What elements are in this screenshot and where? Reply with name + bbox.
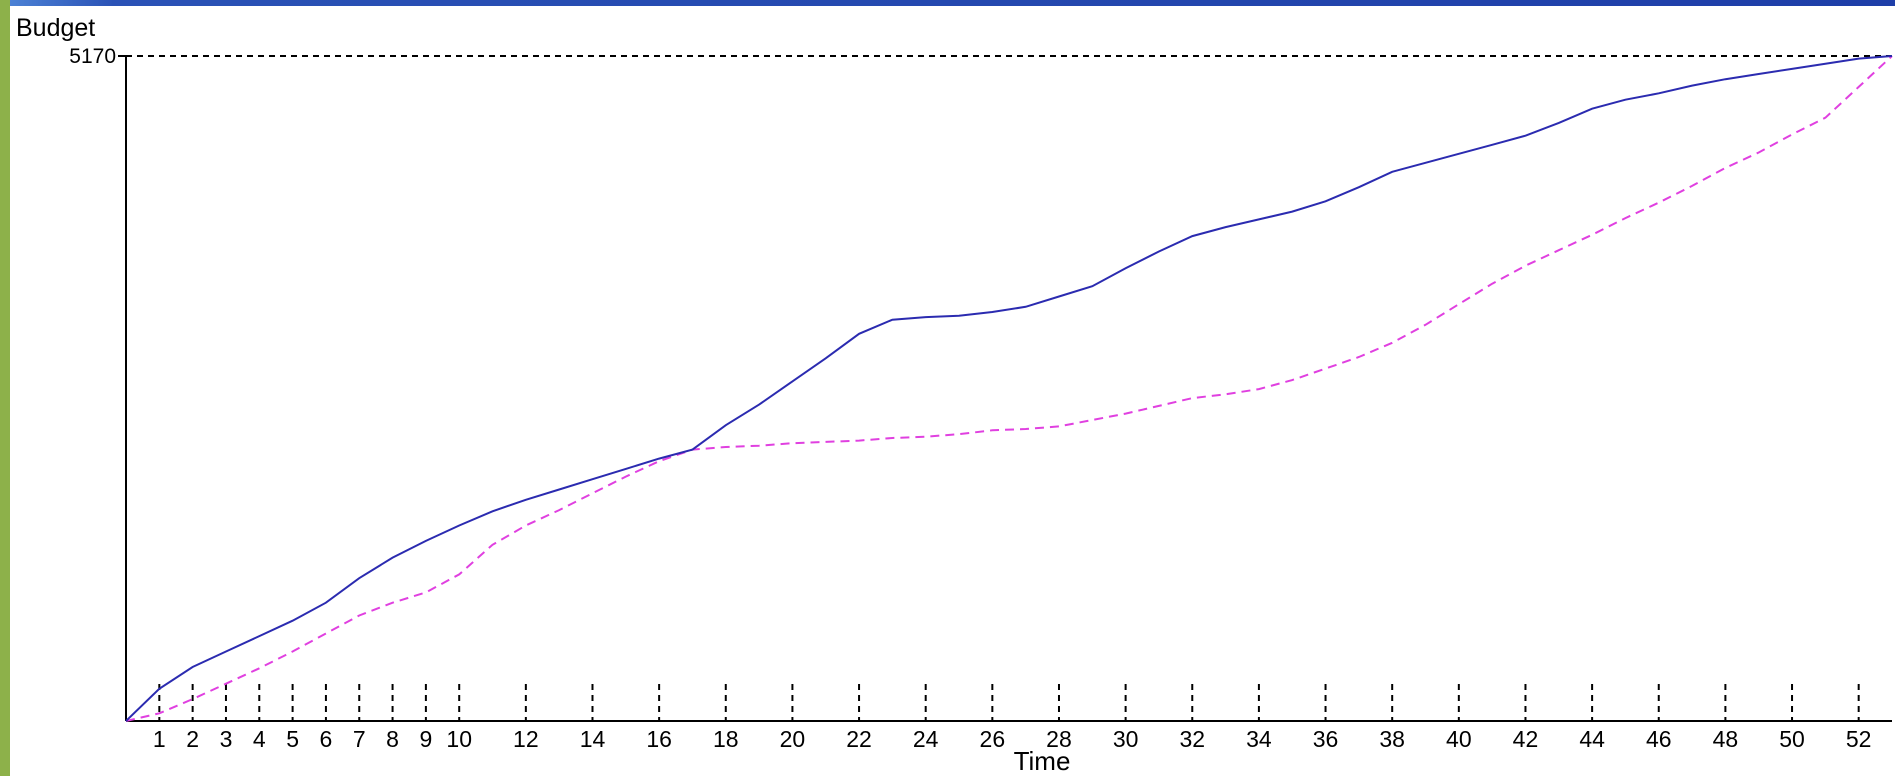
x-tick-label: 6 [320, 726, 333, 752]
x-tick-label: 30 [1113, 726, 1139, 752]
x-tick-label: 24 [913, 726, 939, 752]
x-axis-title: Time [1014, 746, 1071, 776]
y-axis-tick-labels: 5170 [69, 45, 116, 68]
x-tick-label: 3 [220, 726, 233, 752]
x-tick-label: 48 [1713, 726, 1739, 752]
x-tick-label: 40 [1446, 726, 1472, 752]
x-tick-label: 12 [513, 726, 539, 752]
left-accent-bar [0, 0, 10, 776]
x-tick-label: 1 [153, 726, 166, 752]
x-tick-label: 2 [186, 726, 199, 752]
x-tick-label: 16 [646, 726, 672, 752]
y-tick-label: 5170 [69, 45, 116, 68]
x-tick-label: 52 [1846, 726, 1872, 752]
x-tick-label: 44 [1579, 726, 1605, 752]
top-accent-bar [0, 0, 1895, 6]
x-tick-label: 32 [1179, 726, 1205, 752]
x-tick-label: 7 [353, 726, 366, 752]
x-tick-label: 36 [1313, 726, 1339, 752]
x-tick-label: 34 [1246, 726, 1272, 752]
x-axis-tick-labels: 1 2 3 4 5 6 7 8 9 10 12 14 16 18 20 22 24 26 28 30 32 34 36 38 4… [153, 726, 1872, 752]
series-line-dashed [125, 55, 1893, 722]
x-tick-label: 8 [386, 726, 399, 752]
x-tick-label: 50 [1779, 726, 1805, 752]
x-tick-label: 22 [846, 726, 872, 752]
x-tick-label: 46 [1646, 726, 1672, 752]
x-tick-label: 38 [1379, 726, 1405, 752]
x-axis-tick-marks [158, 684, 1860, 721]
x-tick-label: 28 [1046, 726, 1072, 752]
x-tick-label: 4 [253, 726, 266, 752]
x-tick-label: 9 [419, 726, 432, 752]
x-tick-label: 5 [286, 726, 299, 752]
x-tick-label: 10 [446, 726, 472, 752]
series-line-solid [125, 55, 1893, 722]
y-axis-title: Budget [16, 14, 95, 42]
x-tick-label: 26 [980, 726, 1006, 752]
x-tick-label: 20 [780, 726, 806, 752]
x-tick-label: 18 [713, 726, 739, 752]
x-tick-label: 14 [580, 726, 606, 752]
x-tick-label: 42 [1513, 726, 1539, 752]
